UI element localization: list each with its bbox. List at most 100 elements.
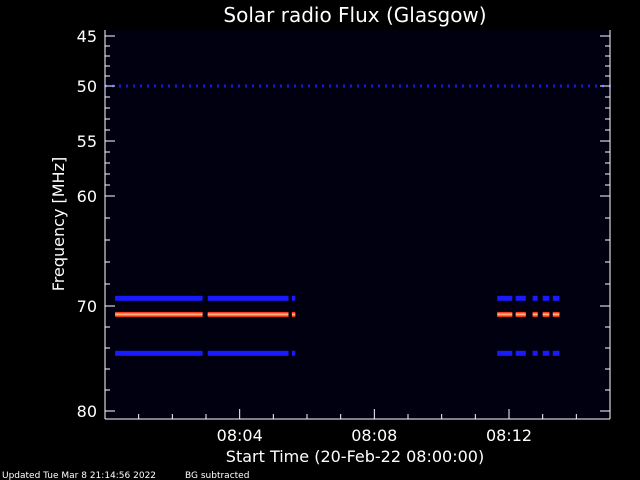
band-dot bbox=[217, 84, 219, 88]
footer-bg-note: BG subtracted bbox=[185, 471, 249, 480]
band-dot bbox=[441, 84, 443, 88]
band-segment-core bbox=[497, 313, 513, 316]
band-segment bbox=[515, 350, 526, 356]
band-dot bbox=[588, 84, 590, 88]
band-dot bbox=[448, 84, 450, 88]
band-segment bbox=[542, 295, 550, 301]
band-dot bbox=[546, 84, 548, 88]
band-dot bbox=[476, 84, 478, 88]
band-dot bbox=[252, 84, 254, 88]
x-tick-label: 08:08 bbox=[351, 426, 397, 445]
band-dot bbox=[455, 84, 457, 88]
band-segment bbox=[207, 295, 289, 301]
band-dot bbox=[266, 84, 268, 88]
band-dot bbox=[525, 84, 527, 88]
frequency-bands bbox=[105, 84, 611, 356]
band-dot bbox=[392, 84, 394, 88]
band-69.3mhz bbox=[115, 295, 560, 301]
footer-updated: Updated Tue Mar 8 21:14:56 2022 bbox=[2, 471, 156, 480]
band-dot bbox=[133, 84, 135, 88]
y-tick-label: 70 bbox=[77, 297, 97, 316]
band-dot bbox=[203, 84, 205, 88]
band-dot bbox=[413, 84, 415, 88]
band-dot bbox=[567, 84, 569, 88]
band-dot bbox=[238, 84, 240, 88]
band-segment-core bbox=[552, 313, 560, 316]
x-tick-label: 08:04 bbox=[217, 426, 263, 445]
band-dot bbox=[483, 84, 485, 88]
band-dot bbox=[280, 84, 282, 88]
band-dot bbox=[357, 84, 359, 88]
band-segment bbox=[115, 350, 203, 356]
band-dot bbox=[168, 84, 170, 88]
band-segment bbox=[542, 350, 550, 356]
band-segment bbox=[291, 350, 296, 356]
band-dot bbox=[532, 84, 534, 88]
band-dot bbox=[329, 84, 331, 88]
band-dot bbox=[210, 84, 212, 88]
band-dot bbox=[581, 84, 583, 88]
band-segment bbox=[497, 350, 513, 356]
band-dot bbox=[189, 84, 191, 88]
y-tick-label: 50 bbox=[77, 77, 97, 96]
band-dot bbox=[126, 84, 128, 88]
band-dot bbox=[322, 84, 324, 88]
x-tick-label: 08:12 bbox=[486, 426, 532, 445]
band-segment bbox=[207, 350, 289, 356]
band-segment bbox=[532, 295, 538, 301]
plot-background bbox=[105, 30, 610, 419]
band-dot bbox=[560, 84, 562, 88]
band-dot bbox=[504, 84, 506, 88]
band-dot bbox=[385, 84, 387, 88]
band-segment bbox=[552, 350, 560, 356]
band-dot bbox=[231, 84, 233, 88]
band-segment bbox=[552, 295, 560, 301]
band-segment-core bbox=[207, 313, 289, 316]
axis-ticks: 45 50 55 60 70 80 08:04 08:08 08:12 bbox=[77, 27, 610, 445]
band-dot bbox=[371, 84, 373, 88]
band-dot bbox=[378, 84, 380, 88]
band-dot bbox=[511, 84, 513, 88]
band-dot bbox=[196, 84, 198, 88]
band-dot bbox=[434, 84, 436, 88]
band-dot bbox=[462, 84, 464, 88]
band-dot bbox=[364, 84, 366, 88]
chart-title: Solar radio Flux (Glasgow) bbox=[223, 3, 486, 27]
band-segment-core bbox=[542, 313, 550, 316]
band-74.5mhz bbox=[115, 350, 560, 356]
band-dot bbox=[161, 84, 163, 88]
band-segment-core bbox=[291, 313, 296, 316]
x-axis-label: Start Time (20-Feb-22 08:00:00) bbox=[226, 447, 484, 466]
band-dot bbox=[182, 84, 184, 88]
band-segment bbox=[515, 295, 526, 301]
band-dot bbox=[273, 84, 275, 88]
band-segment bbox=[115, 295, 203, 301]
band-dot bbox=[595, 84, 597, 88]
band-segment bbox=[532, 350, 538, 356]
band-dot bbox=[308, 84, 310, 88]
band-segment-core bbox=[515, 313, 526, 316]
band-dot bbox=[336, 84, 338, 88]
band-dot bbox=[420, 84, 422, 88]
axes-frame bbox=[104, 30, 611, 420]
band-dot bbox=[119, 84, 121, 88]
band-dot bbox=[427, 84, 429, 88]
y-tick-label: 45 bbox=[77, 27, 97, 46]
band-dot bbox=[147, 84, 149, 88]
band-segment-core bbox=[115, 313, 203, 316]
band-dot bbox=[497, 84, 499, 88]
band-dot bbox=[399, 84, 401, 88]
band-70.8mhz bbox=[115, 311, 560, 317]
band-dot bbox=[553, 84, 555, 88]
band-dot bbox=[315, 84, 317, 88]
band-dot bbox=[294, 84, 296, 88]
y-tick-label: 80 bbox=[77, 402, 97, 421]
band-dot bbox=[224, 84, 226, 88]
band-dot bbox=[154, 84, 156, 88]
band-segment bbox=[291, 295, 296, 301]
band-dot bbox=[490, 84, 492, 88]
band-dot bbox=[301, 84, 303, 88]
band-dot bbox=[287, 84, 289, 88]
band-dot bbox=[518, 84, 520, 88]
